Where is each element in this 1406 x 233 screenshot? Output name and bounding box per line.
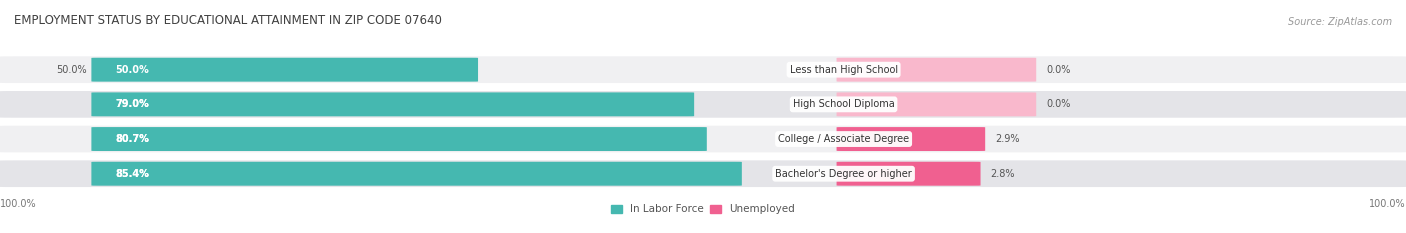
FancyBboxPatch shape [837, 127, 986, 151]
Text: 0.0%: 0.0% [1046, 65, 1070, 75]
FancyBboxPatch shape [91, 58, 478, 82]
FancyBboxPatch shape [0, 160, 1406, 187]
Text: 85.4%: 85.4% [115, 169, 149, 179]
Text: 100.0%: 100.0% [1369, 199, 1406, 209]
Text: 2.8%: 2.8% [990, 169, 1015, 179]
Text: Less than High School: Less than High School [790, 65, 897, 75]
Text: College / Associate Degree: College / Associate Degree [778, 134, 910, 144]
FancyBboxPatch shape [91, 162, 742, 186]
Text: 100.0%: 100.0% [0, 199, 37, 209]
Text: EMPLOYMENT STATUS BY EDUCATIONAL ATTAINMENT IN ZIP CODE 07640: EMPLOYMENT STATUS BY EDUCATIONAL ATTAINM… [14, 14, 441, 27]
FancyBboxPatch shape [0, 126, 1406, 152]
Text: 80.7%: 80.7% [115, 134, 149, 144]
Text: Bachelor's Degree or higher: Bachelor's Degree or higher [775, 169, 912, 179]
FancyBboxPatch shape [0, 91, 1406, 118]
FancyBboxPatch shape [91, 93, 695, 116]
Text: 85.4%: 85.4% [115, 169, 149, 179]
FancyBboxPatch shape [837, 58, 1036, 82]
Text: High School Diploma: High School Diploma [793, 99, 894, 109]
Text: Source: ZipAtlas.com: Source: ZipAtlas.com [1288, 17, 1392, 27]
Text: 0.0%: 0.0% [1046, 99, 1070, 109]
Legend: In Labor Force, Unemployed: In Labor Force, Unemployed [607, 200, 799, 219]
FancyBboxPatch shape [837, 93, 1036, 116]
Text: 2.9%: 2.9% [995, 134, 1019, 144]
FancyBboxPatch shape [91, 127, 707, 151]
Text: 80.7%: 80.7% [115, 134, 149, 144]
FancyBboxPatch shape [0, 56, 1406, 83]
Text: 50.0%: 50.0% [115, 65, 149, 75]
Text: 79.0%: 79.0% [115, 99, 149, 109]
Text: 50.0%: 50.0% [56, 65, 87, 75]
FancyBboxPatch shape [837, 162, 980, 186]
Text: 79.0%: 79.0% [115, 99, 149, 109]
